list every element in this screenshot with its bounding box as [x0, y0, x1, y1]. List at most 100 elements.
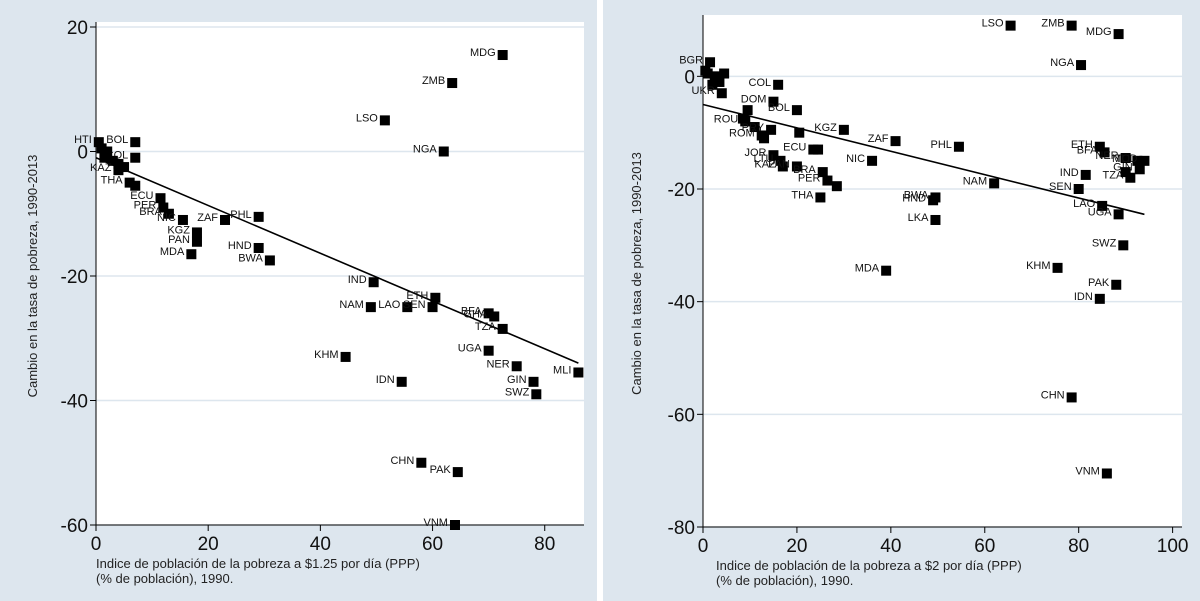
point-label: LAO — [1073, 198, 1095, 210]
point-label: JOR — [744, 147, 766, 159]
data-point — [430, 292, 441, 303]
point-label: HND — [228, 240, 252, 252]
data-point — [253, 242, 264, 253]
point-label: PHL — [931, 139, 952, 151]
data-point — [438, 146, 449, 157]
point-label: BFA — [461, 305, 482, 317]
point-label: LSO — [982, 18, 1004, 30]
data-point — [928, 195, 939, 206]
x-tick-label: 0 — [698, 536, 709, 557]
data-point — [953, 141, 964, 152]
point-label: NAM — [339, 299, 363, 311]
point-label: SEN — [1049, 181, 1072, 193]
data-point — [427, 302, 438, 313]
data-point — [989, 178, 1000, 189]
data-point — [402, 302, 413, 313]
data-point — [1097, 200, 1108, 211]
point-label: NGA — [1050, 57, 1075, 69]
point-label: MDG — [1086, 26, 1112, 38]
data-point — [1120, 167, 1131, 178]
point-label: KAZ — [754, 158, 776, 170]
data-point — [449, 520, 460, 530]
data-point — [220, 214, 231, 225]
data-point — [1080, 169, 1091, 180]
point-label: PER — [798, 173, 821, 185]
data-point — [177, 214, 188, 225]
chart-panel-left: 20 0 -20 -40 -60 0 20 40 60 80 Cambio en la tasa d… — [0, 0, 597, 601]
point-label: NER — [486, 358, 509, 370]
data-point — [707, 79, 718, 90]
data-point — [107, 155, 118, 166]
point-label: ZMB — [1041, 18, 1064, 30]
point-label: KHM — [314, 349, 338, 361]
x-tick-label: 60 — [422, 534, 443, 555]
data-point — [716, 88, 727, 99]
data-point — [113, 165, 124, 176]
data-point — [1099, 147, 1110, 158]
data-point — [813, 144, 824, 155]
chart-panel-right: 0 -20 -40 -60 -80 0 20 40 60 80 100 Cambio en la ta… — [603, 0, 1200, 601]
point-label: NGA — [413, 144, 438, 156]
data-point — [191, 236, 202, 247]
data-point — [890, 136, 901, 147]
data-point — [766, 124, 777, 135]
data-point — [368, 277, 379, 288]
point-label: TZA — [475, 321, 496, 333]
x-tick-label: 0 — [91, 534, 102, 555]
point-label: KAZ — [90, 162, 112, 174]
data-point — [838, 124, 849, 135]
point-label: KHM — [1026, 260, 1050, 272]
point-label: HND — [902, 192, 926, 204]
x-tick-label: 80 — [534, 534, 555, 555]
point-label: PAK — [1088, 277, 1110, 289]
data-point — [130, 152, 141, 163]
point-label: NAM — [963, 175, 987, 187]
data-point — [1118, 240, 1129, 251]
data-point — [1073, 184, 1084, 194]
y-tick-label: -40 — [61, 392, 88, 413]
data-point — [573, 367, 584, 378]
y-axis-title: Cambio en la tasa de pobreza, 1990-2013 — [629, 152, 644, 395]
data-point — [191, 227, 202, 238]
point-label: LTU — [754, 153, 774, 165]
data-point — [719, 68, 730, 79]
point-label: ECU — [130, 190, 153, 202]
point-label: PRY — [742, 122, 765, 134]
data-point — [1066, 20, 1077, 31]
data-point — [163, 208, 174, 219]
point-label: SWZ — [505, 386, 530, 398]
point-label: UKR — [692, 85, 715, 97]
data-point — [119, 162, 130, 173]
point-label: UGA — [1088, 206, 1113, 218]
point-label: NER — [1095, 150, 1118, 162]
point-label: ZAF — [868, 133, 889, 145]
x-tick-label: 20 — [198, 534, 219, 555]
point-label: MLI — [1112, 153, 1130, 165]
data-point — [253, 211, 264, 222]
data-point — [705, 57, 716, 68]
point-label: MDG — [470, 47, 496, 59]
y-tick-label: 0 — [684, 67, 695, 88]
x-tick-label: 60 — [974, 536, 995, 557]
data-point — [130, 137, 141, 148]
data-point — [773, 79, 784, 90]
data-point — [702, 68, 713, 79]
data-point — [155, 193, 166, 204]
point-label: ZMB — [422, 75, 445, 87]
data-point — [511, 361, 522, 372]
data-point — [396, 376, 407, 387]
point-label: TZA — [1103, 170, 1124, 182]
point-label: CHN — [1041, 389, 1065, 401]
data-point — [447, 78, 458, 89]
point-label: BGR — [679, 54, 703, 66]
point-label: KGZ — [167, 224, 190, 236]
data-point — [714, 76, 725, 87]
point-label: ZAF — [197, 212, 218, 224]
y-tick-label: -40 — [668, 293, 695, 314]
data-point — [528, 376, 539, 387]
y-axis-title: Cambio en la tasa de pobreza, 1990-2013 — [25, 155, 40, 398]
point-label: LSO — [356, 112, 378, 124]
data-point — [158, 202, 169, 213]
